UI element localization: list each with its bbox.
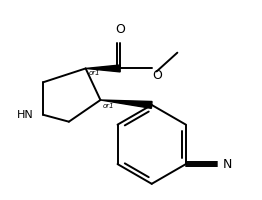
Polygon shape	[100, 100, 152, 108]
Text: N: N	[222, 158, 232, 171]
Text: HN: HN	[17, 110, 33, 120]
Polygon shape	[86, 65, 120, 72]
Text: O: O	[115, 23, 125, 36]
Text: or1: or1	[89, 70, 100, 76]
Text: or1: or1	[102, 103, 114, 109]
Text: O: O	[153, 69, 162, 82]
